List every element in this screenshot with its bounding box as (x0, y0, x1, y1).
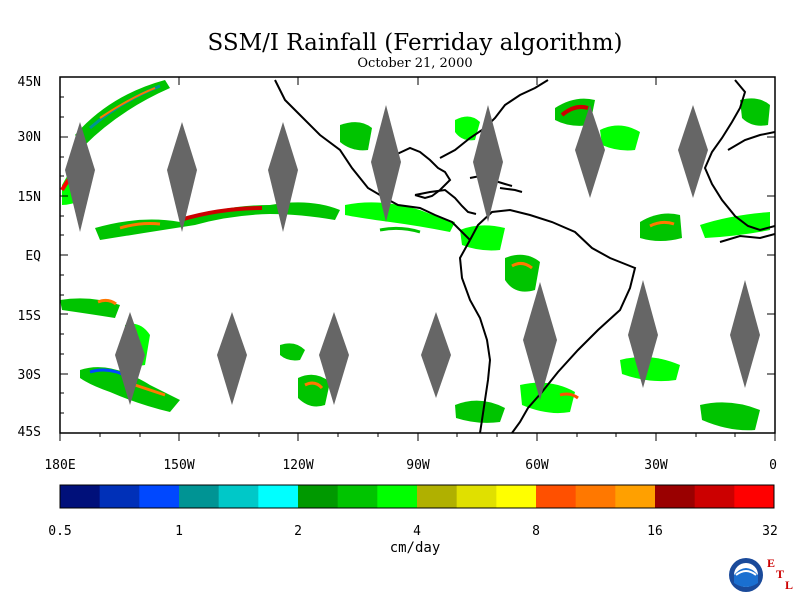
colorbar-label-0-5: 0.5 (48, 524, 71, 539)
colorbar-tick-labels: 0.5 1 2 4 8 16 32 (48, 524, 778, 539)
lon-label-0: 0 (769, 458, 777, 473)
colorbar-swatch (694, 485, 735, 508)
data-gaps (65, 105, 760, 405)
colorbar-swatch (60, 485, 101, 508)
colorbar-swatch (298, 485, 339, 508)
colorbar-swatch (99, 485, 140, 508)
colorbar-frame (59, 484, 775, 509)
colorbar-swatch (179, 485, 220, 508)
map-date: October 21, 2000 (357, 56, 473, 71)
colorbar-swatch (734, 485, 775, 508)
lon-label-30w: 30W (644, 458, 668, 473)
latitude-labels: 45N 30N 15N EQ 15S 30S 45S (18, 75, 42, 440)
colorbar-units: cm/day (389, 540, 441, 556)
lon-label-90w: 90W (406, 458, 430, 473)
colorbar-swatch (258, 485, 299, 508)
colorbar-label-8: 8 (532, 524, 540, 539)
lat-label-45s: 45S (18, 425, 41, 440)
colorbar-label-4: 4 (413, 524, 421, 539)
colorbar-swatch (139, 485, 180, 508)
colorbar (60, 485, 775, 508)
noaa-etl-logo: E T L (729, 556, 793, 592)
colorbar-swatch (417, 485, 458, 508)
logo-letter-e: E (767, 556, 775, 570)
colorbar-swatch (218, 485, 259, 508)
lon-label-120w: 120W (282, 458, 313, 473)
lat-label-30s: 30S (18, 368, 41, 383)
lon-label-180e: 180E (44, 458, 75, 473)
longitude-labels: 180E 150W 120W 90W 60W 30W 0 (44, 458, 777, 473)
lat-label-eq: EQ (25, 249, 41, 264)
colorbar-label-1: 1 (175, 524, 183, 539)
colorbar-swatch (655, 485, 696, 508)
logo-letter-l: L (785, 578, 793, 592)
colorbar-swatch (496, 485, 537, 508)
colorbar-swatch (377, 485, 418, 508)
map-title: SSM/I Rainfall (Ferriday algorithm) (207, 30, 623, 56)
colorbar-swatch (536, 485, 577, 508)
colorbar-swatch (337, 485, 378, 508)
lat-label-15n: 15N (18, 190, 41, 205)
lat-label-15s: 15S (18, 309, 41, 324)
colorbar-label-32: 32 (762, 524, 778, 539)
logo-letter-t: T (776, 567, 784, 581)
noaa-logo-icon (729, 558, 763, 592)
axis-ticks (59, 76, 776, 441)
colorbar-label-16: 16 (647, 524, 663, 539)
colorbar-swatch (575, 485, 616, 508)
lat-label-30n: 30N (18, 130, 41, 145)
lon-label-150w: 150W (163, 458, 194, 473)
colorbar-label-2: 2 (294, 524, 302, 539)
lat-label-45n: 45N (18, 75, 41, 90)
colorbar-swatch (456, 485, 497, 508)
colorbar-swatch (615, 485, 656, 508)
lon-label-60w: 60W (525, 458, 549, 473)
